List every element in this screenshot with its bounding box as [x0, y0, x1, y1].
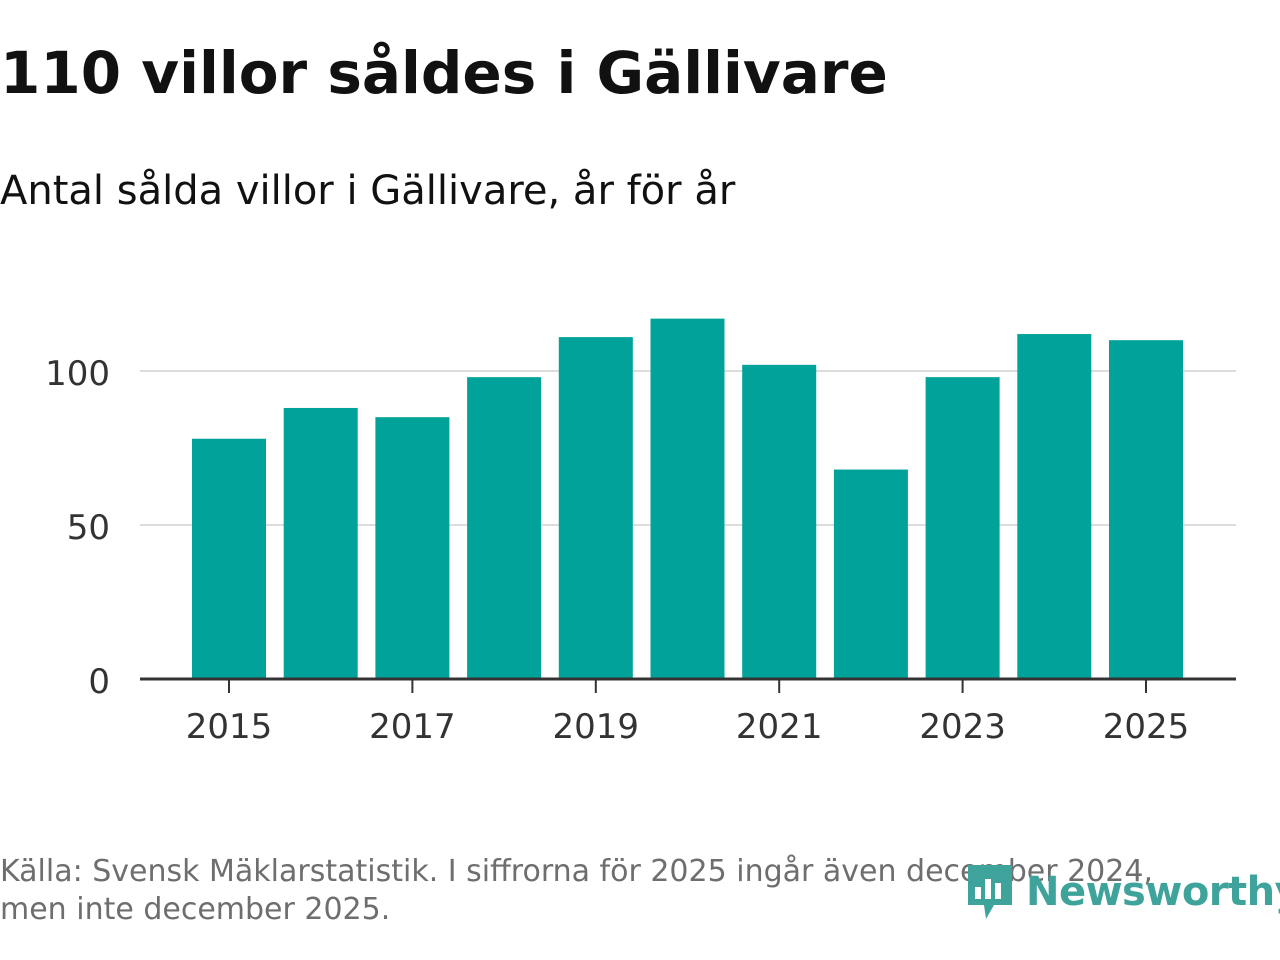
bar-2017 — [375, 417, 450, 679]
y-tick-label: 0 — [88, 662, 110, 702]
source-footnote: Källa: Svensk Mäklarstatistik. I siffror… — [0, 854, 1153, 927]
x-tick-label: 2021 — [736, 707, 823, 747]
bar-2024 — [1017, 334, 1092, 679]
bar-2020 — [650, 318, 725, 679]
newsworthy-logo-icon — [968, 865, 1012, 919]
bar-2015 — [192, 438, 266, 679]
y-tick-label: 100 — [45, 354, 110, 394]
bar-2016 — [283, 407, 358, 679]
logo-text: Newsworthy — [1026, 869, 1280, 915]
y-tick-label: 50 — [67, 508, 110, 548]
axes — [140, 677, 1236, 693]
chart-title: 110 villor såldes i Gällivare — [0, 39, 888, 107]
bar-2021 — [742, 364, 817, 679]
bar-2023 — [925, 377, 1000, 679]
newsworthy-logo: Newsworthy — [964, 862, 1280, 922]
bar-2019 — [558, 337, 633, 679]
x-tick-label: 2019 — [553, 707, 640, 747]
x-tick-label: 2025 — [1103, 707, 1190, 747]
x-tick-label: 2015 — [186, 707, 273, 747]
bar-2018 — [467, 377, 542, 679]
x-tick-label: 2017 — [369, 707, 456, 747]
tick-labels: 0 50 100 2015 2017 2019 2021 2023 2025 — [45, 354, 1189, 747]
chart-subtitle: Antal sålda villor i Gällivare, år för å… — [0, 168, 736, 214]
bar-chart: 0 50 100 2015 2017 2019 2021 2023 2025 — [45, 318, 1236, 747]
bar-2022 — [833, 469, 908, 679]
bars — [192, 318, 1183, 679]
bar-2025 — [1109, 340, 1183, 679]
x-tick-label: 2023 — [919, 707, 1006, 747]
